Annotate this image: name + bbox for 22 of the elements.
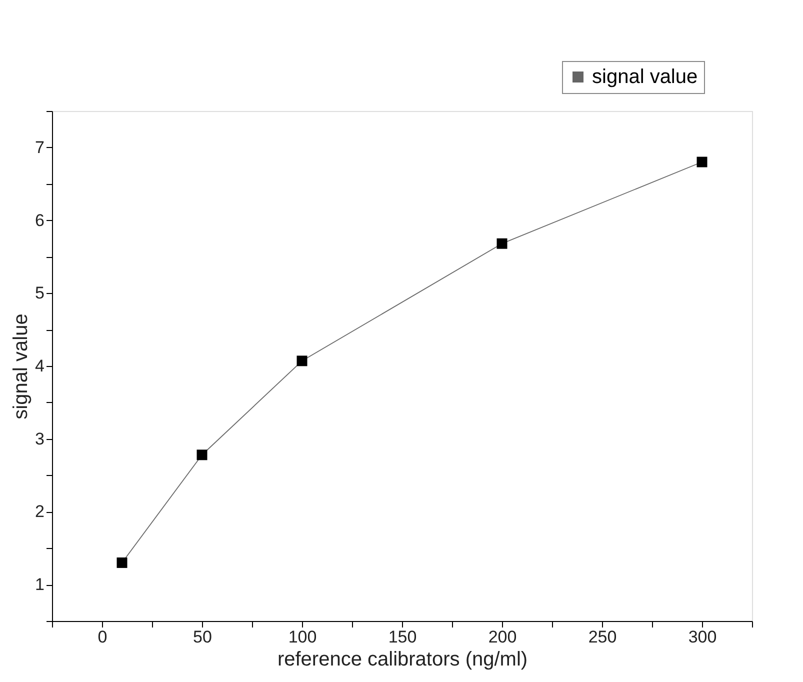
- point: [296, 356, 308, 366]
- point: [696, 156, 708, 168]
- x-tick-label: 250: [588, 628, 617, 646]
- point: [196, 450, 208, 460]
- y-axis-title: signal value: [10, 314, 32, 420]
- x-tick-label: 200: [488, 628, 517, 646]
- legend-label: signal value: [592, 66, 698, 88]
- x-tick-label: 300: [688, 628, 717, 646]
- y-tick-label: 7: [35, 138, 44, 157]
- x-tick-label: 100: [288, 628, 317, 646]
- y-tick-label: 3: [35, 429, 44, 448]
- y-tick-label: 4: [35, 356, 44, 376]
- x-tick-label: 0: [98, 628, 108, 646]
- y-tick-label: 6: [35, 210, 44, 230]
- point: [116, 557, 128, 568]
- y-tick-label: 2: [35, 502, 44, 522]
- x-tick-label: 150: [388, 628, 417, 646]
- point: [496, 238, 508, 249]
- x-axis-title: reference calibrators (ng/ml): [277, 648, 528, 670]
- x-tick-label: 50: [193, 628, 212, 646]
- y-tick-label: 1: [35, 575, 44, 594]
- y-tick-label: 5: [35, 284, 44, 303]
